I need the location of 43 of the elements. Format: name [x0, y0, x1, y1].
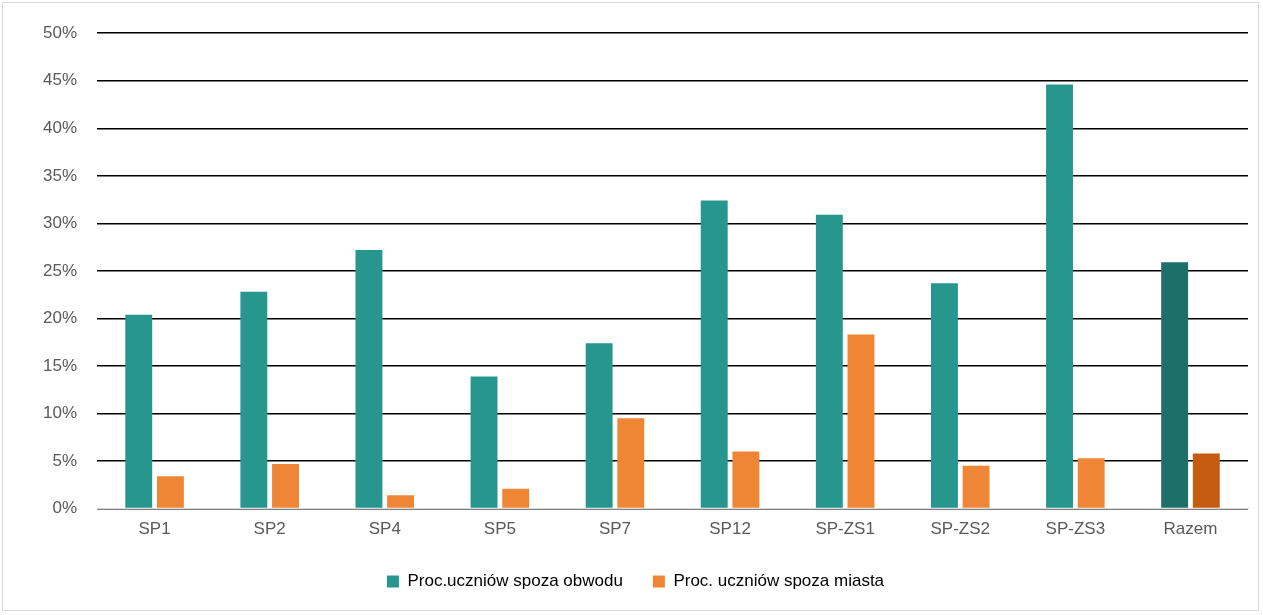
x-tick-label: SP7 [598, 519, 632, 539]
x-tick-label: SP5 [483, 519, 516, 539]
legend-label: Proc. uczniów spoza miasta [673, 571, 885, 591]
y-tick-label: 10% [42, 403, 78, 423]
y-tick-label: 0% [52, 498, 78, 518]
bar [1192, 453, 1220, 508]
bar [240, 291, 268, 508]
y-tick-label: 25% [42, 260, 78, 280]
bar [930, 283, 958, 508]
x-tick-label: SP4 [368, 519, 401, 539]
x-tick-label: SP-ZS2 [930, 519, 991, 539]
y-tick-label: 40% [42, 117, 78, 137]
bar [1161, 262, 1189, 508]
bar [272, 463, 299, 508]
bar [125, 314, 153, 508]
bar [585, 343, 613, 508]
x-tick-label: SP12 [709, 519, 751, 539]
bar [847, 334, 875, 508]
x-tick-label: SP-ZS1 [815, 519, 875, 539]
x-tick-label: Razem [1163, 519, 1218, 539]
y-tick-label: 15% [42, 355, 78, 375]
x-tick-label: SP2 [253, 519, 286, 539]
bar [470, 376, 498, 508]
x-tick-label: SP-ZS3 [1045, 519, 1106, 539]
bar [502, 488, 530, 508]
bar [156, 476, 184, 508]
bar [962, 465, 990, 508]
y-tick-label: 5% [52, 450, 78, 470]
bar [700, 200, 728, 508]
bar [815, 214, 843, 508]
y-tick-label: 20% [42, 308, 78, 328]
bar [617, 418, 645, 508]
x-tick-label: SP1 [138, 519, 171, 539]
y-tick-label: 30% [42, 213, 78, 233]
legend-label: Proc.uczniów spoza obwodu [407, 571, 623, 591]
y-tick-label: 45% [42, 70, 78, 90]
bar [1046, 84, 1073, 508]
bar [387, 495, 415, 508]
bar [355, 249, 383, 508]
bar [732, 451, 760, 508]
y-tick-label: 35% [42, 165, 78, 185]
bar [1077, 458, 1105, 508]
y-tick-label: 50% [42, 22, 78, 42]
